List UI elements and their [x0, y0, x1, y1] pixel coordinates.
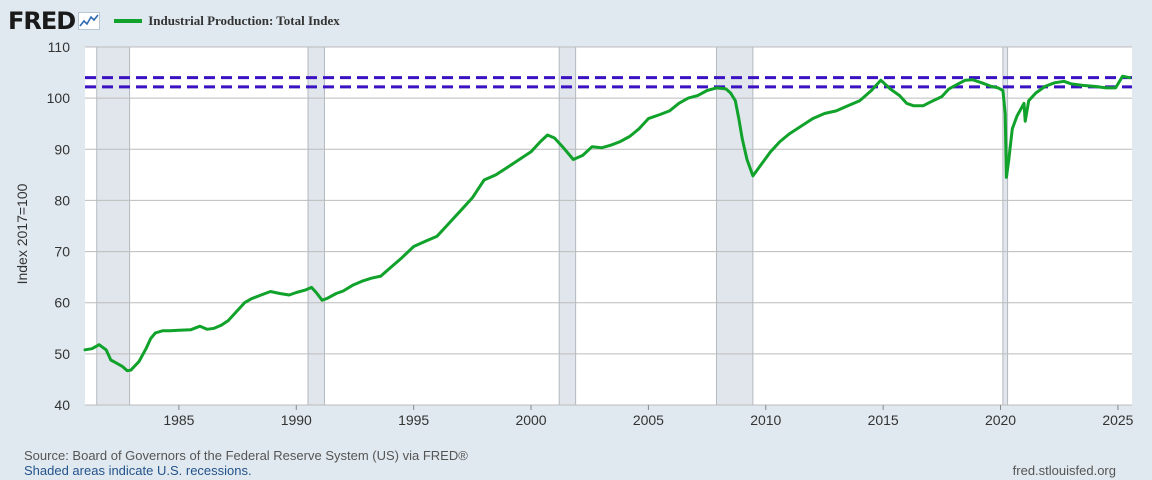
y-tick-label: 40 — [54, 397, 70, 413]
plot-area — [85, 47, 1132, 405]
y-tick-label: 90 — [54, 141, 70, 157]
gridlines — [85, 46, 1132, 406]
legend-swatch — [114, 19, 143, 23]
series-layer — [83, 74, 1132, 373]
fred-url[interactable]: fred.stlouisfed.org — [1012, 463, 1116, 478]
x-tick-label: 2015 — [868, 412, 899, 428]
y-tick-label: 70 — [54, 244, 70, 260]
source-note: Source: Board of Governors of the Federa… — [24, 448, 468, 463]
y-tick-label: 60 — [54, 295, 70, 311]
x-tick-label: 1985 — [163, 412, 194, 428]
y-axis-ticks: 40 50 60 70 80 90 100 110 — [47, 39, 71, 413]
fred-logo[interactable]: FRED — [8, 7, 76, 35]
x-tick-label: 1990 — [281, 412, 312, 428]
y-tick-label: 50 — [54, 346, 70, 362]
reference-lines — [85, 76, 1132, 89]
series-line — [83, 74, 1132, 373]
x-axis-ticks: 1985 1990 1995 2000 2005 2010 2015 2020 2025 — [163, 405, 1134, 428]
recession-note[interactable]: Shaded areas indicate U.S. recessions. — [24, 463, 252, 478]
line-chart: 1985 1990 1995 2000 2005 2010 2015 2020 2025 40 5… — [14, 39, 1134, 428]
x-tick-label: 2005 — [633, 412, 664, 428]
recession-bands — [96, 46, 1009, 406]
recession-band — [715, 46, 754, 406]
x-tick-label: 2000 — [515, 412, 546, 428]
x-tick-label: 2025 — [1102, 412, 1133, 428]
x-tick-label: 2010 — [750, 412, 781, 428]
x-tick-label: 1995 — [398, 412, 429, 428]
x-tick-label: 2020 — [985, 412, 1016, 428]
y-tick-label: 80 — [54, 192, 70, 208]
chart-line-icon — [78, 12, 101, 30]
y-tick-label: 110 — [48, 39, 71, 55]
chart-header: FRED Industrial Production: Total Index — [8, 6, 340, 36]
recession-band — [307, 46, 325, 406]
recession-band — [558, 46, 577, 406]
legend-label: Industrial Production: Total Index — [148, 13, 340, 28]
y-axis-label: Index 2017=100 — [14, 183, 30, 284]
y-tick-label: 100 — [47, 90, 71, 106]
recession-band — [96, 46, 131, 406]
